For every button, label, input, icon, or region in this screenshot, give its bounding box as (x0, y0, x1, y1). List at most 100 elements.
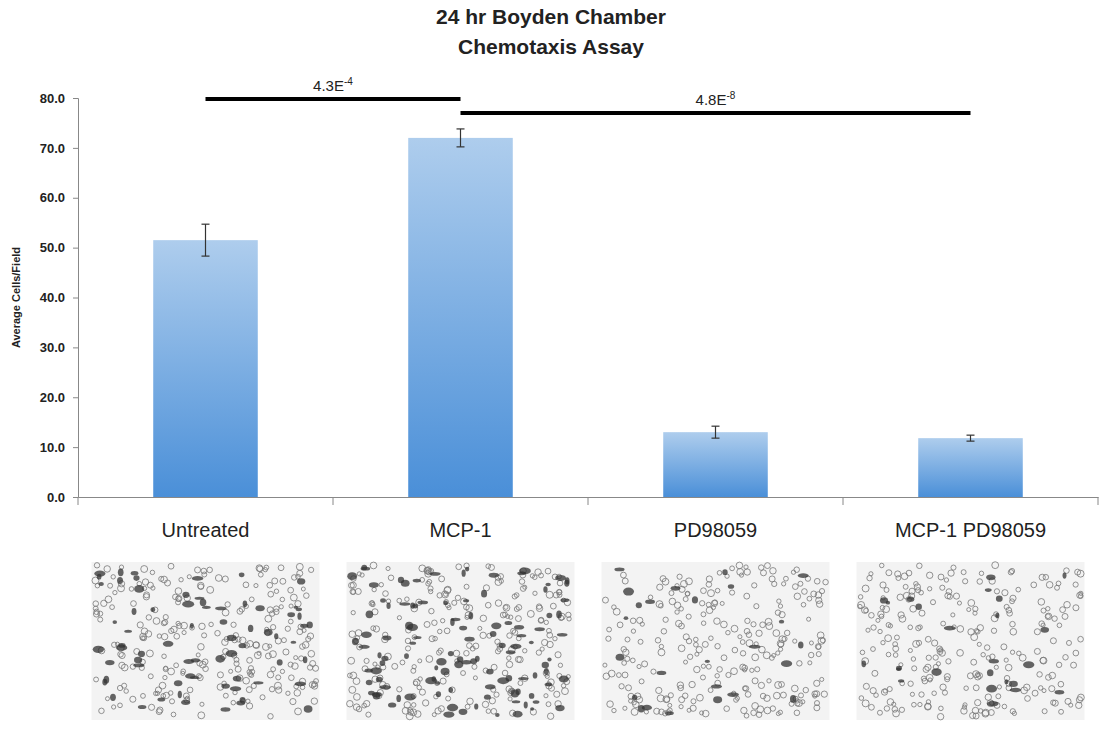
cell (422, 700, 428, 706)
cell (527, 610, 534, 617)
cell (809, 641, 813, 645)
migrated-cell (931, 668, 941, 676)
cell (961, 570, 966, 575)
cell (957, 626, 964, 633)
migrated-cell (361, 632, 372, 638)
error-bar-part (457, 128, 465, 129)
cell (973, 685, 979, 691)
cell (296, 563, 303, 570)
cell (1046, 614, 1051, 619)
micrograph (92, 562, 320, 720)
cell (130, 696, 136, 702)
migrated-cell (529, 641, 534, 645)
bar (153, 240, 258, 497)
cell (862, 700, 869, 707)
cell (1042, 709, 1047, 714)
cell (677, 574, 682, 579)
tick-mark (73, 298, 78, 299)
cell (397, 598, 402, 603)
migrated-cell (405, 622, 413, 630)
migrated-cell (671, 586, 681, 591)
cell (1058, 681, 1064, 687)
cell (944, 674, 950, 680)
cell (784, 576, 789, 581)
cell (715, 588, 720, 593)
cell (743, 686, 749, 692)
migrated-cell (616, 654, 625, 661)
cell (148, 704, 154, 710)
cell (946, 589, 952, 595)
cell (118, 585, 125, 592)
cell (364, 658, 369, 663)
cell (887, 699, 894, 706)
migrated-cell (396, 695, 401, 702)
migrated-cell (543, 586, 547, 593)
migrated-cell (380, 598, 386, 602)
cell (366, 712, 371, 717)
migrated-cell (524, 701, 528, 708)
migrated-cell (94, 570, 105, 576)
cell (519, 579, 525, 585)
cell (515, 656, 521, 662)
cell (131, 601, 137, 607)
cell (648, 595, 653, 600)
cell (871, 625, 876, 630)
cell (247, 657, 253, 663)
tick: Untreated (162, 497, 250, 541)
cell (217, 672, 223, 678)
cell (967, 608, 971, 612)
cell (456, 564, 462, 570)
cell (732, 647, 738, 653)
cell (770, 568, 777, 575)
cell (637, 664, 641, 668)
cell (807, 596, 812, 601)
cell (215, 630, 221, 636)
cell (1069, 703, 1073, 707)
cell (608, 670, 615, 677)
cell (880, 582, 886, 588)
cell (225, 602, 230, 607)
cell (925, 636, 931, 642)
cell (489, 564, 495, 570)
bar (918, 438, 1023, 497)
migrated-cell (489, 573, 499, 578)
cell (752, 678, 758, 684)
cell (518, 681, 523, 686)
cell (730, 566, 735, 571)
cell (383, 591, 389, 597)
error-bar (457, 129, 465, 147)
migrated-cell (989, 659, 999, 663)
cell (174, 633, 180, 639)
migrated-cell (215, 655, 225, 663)
migrated-cell (722, 569, 727, 575)
cell (465, 704, 470, 709)
migrated-cell (190, 623, 194, 629)
cell (778, 647, 782, 651)
cell (264, 565, 269, 570)
cell (908, 681, 913, 686)
cell (651, 669, 656, 674)
cell (794, 710, 800, 716)
cell (494, 692, 499, 697)
migrated-cell (468, 612, 473, 619)
cell (957, 649, 964, 656)
cell (1046, 581, 1053, 588)
migrated-cell (413, 579, 421, 583)
migrated-cell (465, 567, 469, 572)
cell (994, 589, 999, 594)
cell (957, 601, 961, 605)
cell (1049, 686, 1055, 692)
cell (142, 579, 148, 585)
error-bar-part (712, 438, 720, 439)
cell (777, 640, 784, 647)
migrated-cell (506, 650, 516, 654)
migrated-cell (657, 671, 667, 675)
migrated-cell (178, 691, 182, 699)
cell (99, 708, 105, 714)
cell (1037, 672, 1042, 677)
cell (812, 691, 818, 697)
migrated-cell (781, 660, 792, 667)
cell (679, 705, 683, 709)
cell (860, 650, 865, 655)
cell (229, 669, 233, 673)
